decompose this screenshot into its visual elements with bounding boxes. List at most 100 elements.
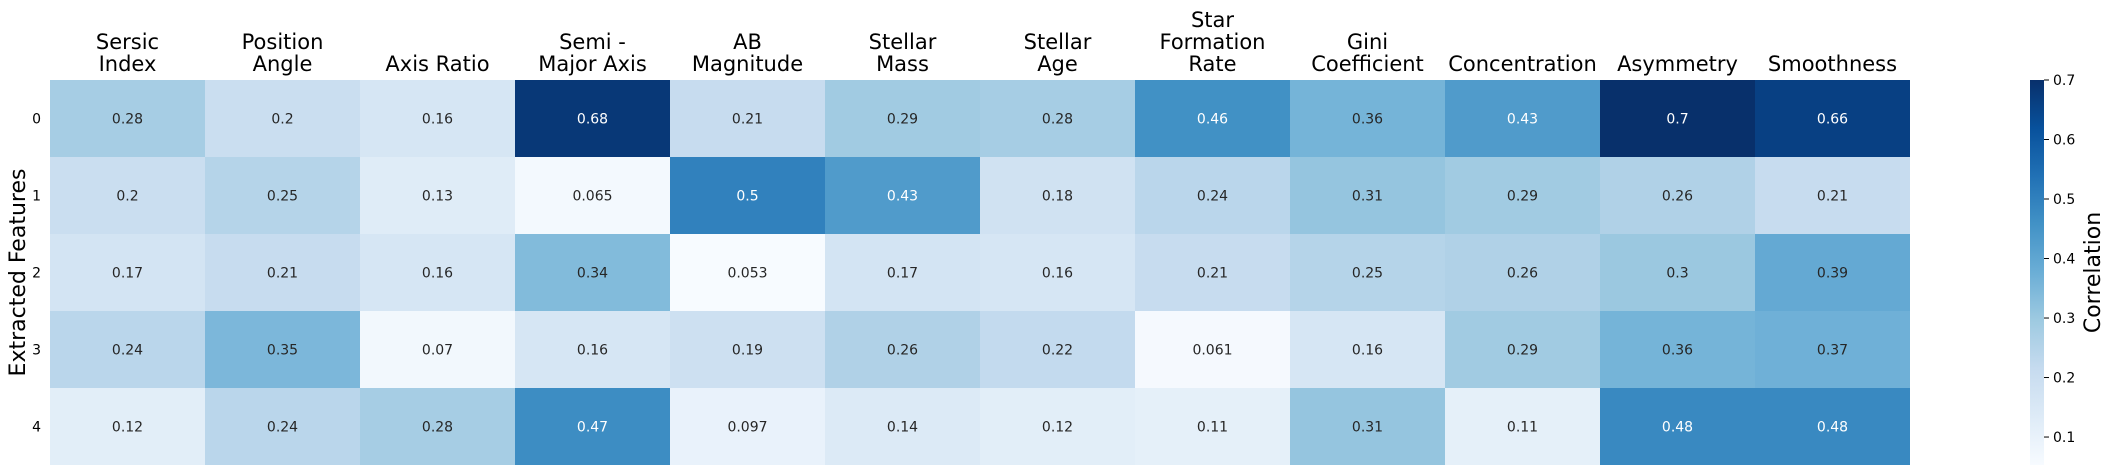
column-label: Smoothness — [1768, 52, 1897, 76]
column-label: Star — [1191, 8, 1234, 32]
colorbar-tick-label: 0.6 — [2053, 133, 2075, 149]
heatmap-cell — [515, 311, 670, 388]
cell-value-label: 0.48 — [1662, 420, 1693, 436]
heatmap-cell — [825, 234, 980, 311]
cell-value-label: 0.31 — [1352, 420, 1383, 436]
column-label: Position — [242, 30, 324, 54]
cell-value-label: 0.26 — [887, 343, 918, 359]
column-label: Concentration — [1448, 52, 1597, 76]
heatmap-cell — [1135, 388, 1290, 465]
cell-value-label: 0.68 — [577, 112, 608, 128]
heatmap-cell — [980, 388, 1135, 465]
row-label: 2 — [32, 266, 41, 282]
heatmap-cell — [50, 234, 205, 311]
cell-value-label: 0.5 — [736, 189, 758, 205]
heatmap-cell — [1755, 388, 1910, 465]
heatmap-cell — [1600, 311, 1755, 388]
cell-value-label: 0.17 — [112, 266, 143, 282]
cell-value-label: 0.065 — [572, 189, 612, 205]
cell-value-label: 0.35 — [267, 343, 298, 359]
cell-value-label: 0.43 — [887, 189, 918, 205]
heatmap-cell — [825, 311, 980, 388]
heatmap-cell — [1445, 157, 1600, 234]
row-label: 3 — [32, 343, 41, 359]
cell-value-label: 0.26 — [1662, 189, 1693, 205]
heatmap-cell — [205, 234, 360, 311]
heatmap-cell — [825, 80, 980, 157]
heatmap-cell — [205, 157, 360, 234]
cell-value-label: 0.097 — [727, 420, 767, 436]
cell-value-label: 0.25 — [267, 189, 298, 205]
cell-value-label: 0.7 — [1666, 112, 1688, 128]
column-label: Mass — [876, 52, 929, 76]
cell-value-label: 0.16 — [422, 266, 453, 282]
column-label: Coefficient — [1311, 52, 1424, 76]
cell-value-label: 0.2 — [116, 189, 138, 205]
colorbar-tick-label: 0.7 — [2053, 73, 2075, 89]
heatmap-cell — [50, 388, 205, 465]
cell-value-label: 0.21 — [1817, 189, 1848, 205]
cell-value-label: 0.21 — [732, 112, 763, 128]
cell-value-label: 0.11 — [1197, 420, 1228, 436]
cell-value-label: 0.47 — [577, 420, 608, 436]
cell-value-label: 0.43 — [1507, 112, 1538, 128]
cell-value-label: 0.14 — [887, 420, 918, 436]
heatmap-cell — [670, 80, 825, 157]
heatmap-cell — [1600, 157, 1755, 234]
colorbar-tick-label: 0.4 — [2053, 252, 2075, 268]
cell-value-label: 0.16 — [422, 112, 453, 128]
column-label: Semi - — [559, 30, 626, 54]
heatmap-cell — [980, 157, 1135, 234]
heatmap-cell — [50, 311, 205, 388]
heatmap-cell — [205, 388, 360, 465]
heatmap-cell — [1755, 80, 1910, 157]
heatmap-cell — [205, 80, 360, 157]
column-label: Formation — [1160, 30, 1266, 54]
cell-value-label: 0.39 — [1817, 266, 1848, 282]
cell-value-label: 0.12 — [1042, 420, 1073, 436]
heatmap-cell — [1445, 234, 1600, 311]
heatmap-cell — [515, 80, 670, 157]
cell-value-label: 0.19 — [732, 343, 763, 359]
heatmap-cell — [360, 388, 515, 465]
column-label: Age — [1037, 52, 1078, 76]
column-label: Rate — [1188, 52, 1236, 76]
heatmap-cell — [1290, 388, 1445, 465]
heatmap-cell — [205, 311, 360, 388]
column-label: Axis Ratio — [385, 52, 489, 76]
y-axis-label: Extracted Features — [6, 169, 31, 377]
heatmap-cell — [1135, 80, 1290, 157]
cell-value-label: 0.2 — [271, 112, 293, 128]
heatmap-cell — [515, 157, 670, 234]
cell-value-label: 0.26 — [1507, 266, 1538, 282]
heatmap-cell — [670, 157, 825, 234]
heatmap-cell — [1755, 157, 1910, 234]
heatmap-cell — [360, 80, 515, 157]
cell-value-label: 0.28 — [112, 112, 143, 128]
cell-value-label: 0.061 — [1192, 343, 1232, 359]
cell-value-label: 0.17 — [887, 266, 918, 282]
heatmap-cell — [1600, 388, 1755, 465]
cell-value-label: 0.24 — [267, 420, 298, 436]
heatmap-cell — [50, 157, 205, 234]
cell-value-label: 0.46 — [1197, 112, 1228, 128]
heatmap-cell — [980, 311, 1135, 388]
heatmap-cell — [1445, 80, 1600, 157]
colorbar-tick-label: 0.2 — [2053, 371, 2075, 387]
heatmap-cell — [1135, 157, 1290, 234]
heatmap-cell — [1755, 234, 1910, 311]
cell-value-label: 0.36 — [1352, 112, 1383, 128]
heatmap-cell — [1755, 311, 1910, 388]
column-label: Gini — [1347, 30, 1388, 54]
heatmap-cell — [1290, 311, 1445, 388]
cell-value-label: 0.13 — [422, 189, 453, 205]
colorbar-tick-label: 0.5 — [2053, 192, 2075, 208]
heatmap-cell — [360, 157, 515, 234]
heatmap-cell — [360, 311, 515, 388]
cell-value-label: 0.21 — [1197, 266, 1228, 282]
heatmap-cell — [515, 234, 670, 311]
cell-value-label: 0.3 — [1666, 266, 1688, 282]
cell-value-label: 0.29 — [1507, 343, 1538, 359]
heatmap-cell — [670, 311, 825, 388]
